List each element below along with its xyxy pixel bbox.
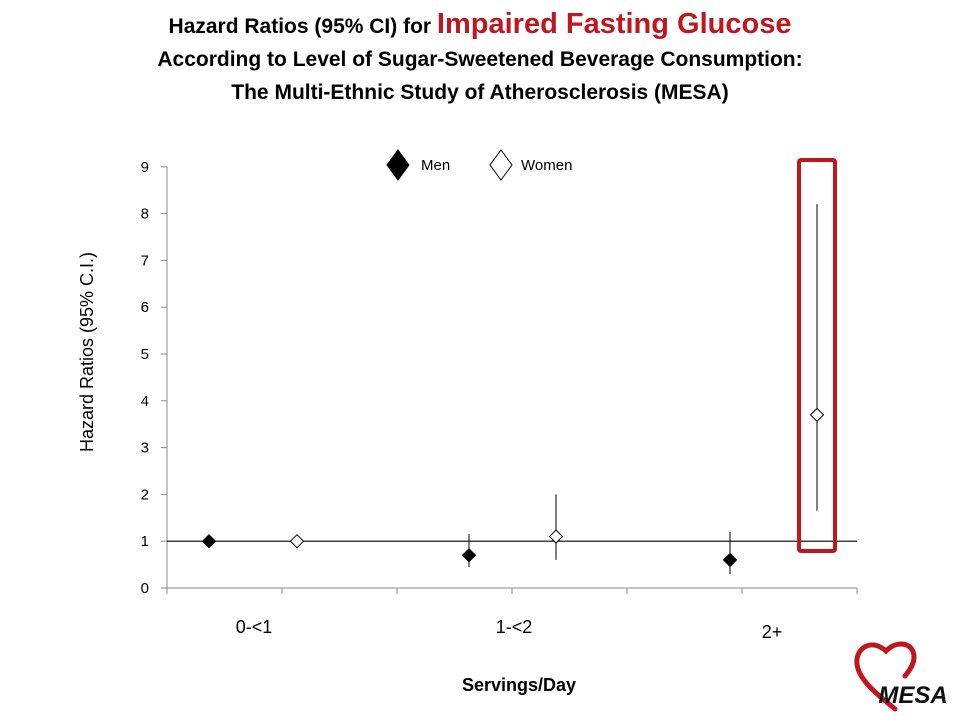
women-point — [809, 407, 825, 423]
y-tick-label: 9 — [141, 159, 149, 176]
y-tick-label: 6 — [141, 299, 149, 316]
logo-text: MESA — [878, 682, 947, 709]
y-tick-label: 4 — [141, 393, 149, 410]
legend: Men Women — [386, 149, 572, 181]
legend-women-marker — [489, 149, 513, 181]
y-tick-label: 8 — [141, 206, 149, 223]
y-tick-label: 7 — [141, 252, 149, 269]
axes — [166, 166, 858, 594]
y-axis-label: Hazard Ratios (95% C.I.) — [77, 252, 97, 452]
data-marks — [201, 204, 825, 574]
x-category-label: 1-<2 — [496, 617, 533, 637]
logo-heart-icon — [854, 641, 917, 712]
y-tick-label: 3 — [141, 440, 149, 457]
title-prefix: Hazard Ratios (95% CI) for — [168, 15, 437, 38]
chart-title: Hazard Ratios (95% CI) for Impaired Fast… — [0, 8, 960, 109]
men-point — [722, 552, 738, 568]
highlight-box — [797, 158, 837, 553]
y-tick-label: 2 — [141, 486, 149, 503]
men-point — [201, 533, 217, 549]
x-category-label: 0-<1 — [236, 617, 273, 637]
women-point — [289, 533, 305, 549]
x-category-label: 2+ — [762, 622, 783, 642]
title-highlight: Impaired Fasting Glucose — [436, 8, 792, 40]
y-tick-label: 1 — [141, 533, 149, 550]
y-tick-label: 0 — [141, 580, 149, 597]
legend-men-label: Men — [421, 157, 450, 174]
title-line-3: The Multi-Ethnic Study of Atherosclerosi… — [231, 81, 729, 104]
legend-men-marker — [386, 149, 410, 181]
legend-women-label: Women — [521, 157, 572, 174]
y-axis-ticks: 0 1 2 3 4 5 6 7 8 9 — [141, 159, 167, 597]
title-line-2: According to Level of Sugar-Sweetened Be… — [157, 48, 803, 71]
x-axis-label: Servings/Day — [462, 675, 576, 695]
men-point — [461, 548, 477, 563]
women-point — [548, 529, 564, 544]
y-tick-label: 5 — [141, 346, 149, 363]
mesa-logo: MESA — [854, 641, 948, 712]
x-axis-categories: 0-<1 1-<2 2+ — [236, 617, 783, 642]
